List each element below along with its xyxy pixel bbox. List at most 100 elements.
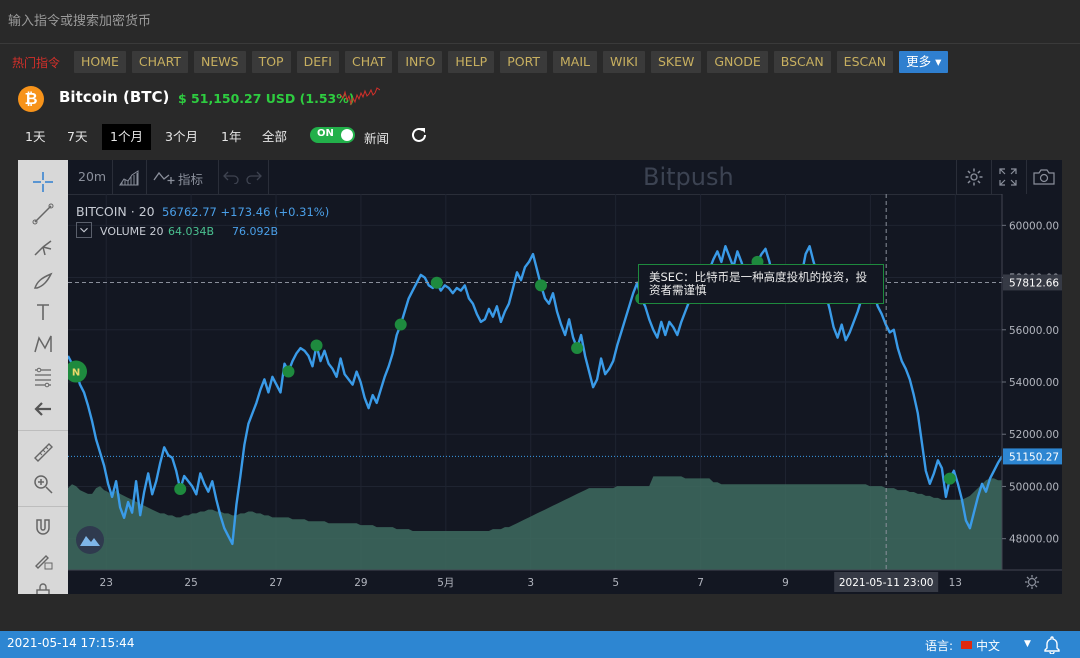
text-tool-icon[interactable] xyxy=(31,300,55,324)
volume-area xyxy=(68,476,1062,570)
chart-top-toolbar: 20m 指标 Bitpush xyxy=(68,160,1062,195)
hot-command-button[interactable]: WIKI xyxy=(603,51,645,73)
crosshair-time-label: 2021-05-11 23:00 xyxy=(839,577,934,589)
refresh-icon[interactable] xyxy=(409,125,429,145)
hot-command-button[interactable]: GNODE xyxy=(707,51,768,73)
hot-command-button[interactable]: MAIL xyxy=(553,51,598,73)
price-chart[interactable]: N60000.0058000.0056000.0054000.0052000.0… xyxy=(68,194,1062,594)
fullscreen-icon[interactable] xyxy=(999,168,1017,186)
hot-command-button[interactable]: INFO xyxy=(398,51,443,73)
news-marker xyxy=(943,472,956,485)
hot-command-button[interactable]: HOME xyxy=(74,51,126,73)
news-label: 新闻 xyxy=(364,131,390,146)
toolbar-separator xyxy=(991,160,992,194)
news-marker xyxy=(535,279,548,292)
news-marker xyxy=(571,342,584,355)
crosshair-price-label: 57812.66 xyxy=(1009,277,1059,289)
hot-command-button[interactable]: SKEW xyxy=(650,51,702,73)
caret-down-icon[interactable]: ▼ xyxy=(1024,639,1031,649)
range-tab[interactable]: 1个月 xyxy=(102,124,151,150)
lock-drawing-icon[interactable] xyxy=(31,548,55,572)
news-marker-label: N xyxy=(72,368,80,379)
toolbar-separator xyxy=(956,160,957,194)
news-marker xyxy=(174,483,187,496)
magnet-icon[interactable] xyxy=(31,516,55,540)
bitcoin-logo-icon: ₿ xyxy=(18,86,44,112)
hot-command-button[interactable]: TOP xyxy=(251,51,291,73)
redo-icon[interactable] xyxy=(246,170,262,184)
toolbar-divider xyxy=(18,506,68,507)
undo-icon[interactable] xyxy=(223,170,239,184)
pitchfork-icon[interactable] xyxy=(31,235,55,259)
axis-settings-icon[interactable] xyxy=(1025,575,1039,589)
news-marker xyxy=(68,360,88,383)
range-tab[interactable]: 1年 xyxy=(221,129,242,144)
interval-selector[interactable]: 20m xyxy=(78,169,107,184)
hot-command-button[interactable]: CHART xyxy=(131,51,189,73)
language-value[interactable]: 中文 xyxy=(976,639,1001,653)
news-marker xyxy=(394,318,407,331)
news-toggle-knob xyxy=(341,129,353,141)
toolbar-separator xyxy=(112,160,113,194)
hot-commands-label: 热门指令 xyxy=(12,56,61,70)
fib-retracement-icon[interactable] xyxy=(31,365,55,389)
hot-command-button[interactable]: HELP xyxy=(448,51,495,73)
range-tab[interactable]: 全部 xyxy=(262,129,288,144)
toolbar-separator xyxy=(1026,160,1027,194)
range-tab[interactable]: 7天 xyxy=(67,129,88,144)
crosshair-icon[interactable] xyxy=(31,170,55,194)
hot-command-button[interactable]: DEFI xyxy=(296,51,339,73)
x-tick-label: 5 xyxy=(612,577,619,589)
toolbar-divider xyxy=(18,430,68,431)
range-tab[interactable]: 3个月 xyxy=(165,129,198,144)
indicators-button[interactable]: 指标 xyxy=(178,172,204,187)
more-commands-button[interactable]: 更多 ▾ xyxy=(899,51,949,73)
volume-value: 64.034B xyxy=(168,225,215,238)
chart-widget: 20m 指标 Bitpush xyxy=(18,160,1062,594)
news-marker xyxy=(282,365,295,378)
last-price-tag xyxy=(1003,448,1062,465)
camera-icon[interactable] xyxy=(1033,169,1055,185)
zoom-in-icon[interactable] xyxy=(31,472,55,496)
hot-command-button[interactable]: NEWS xyxy=(194,51,246,73)
settings-gear-icon[interactable] xyxy=(964,167,984,187)
price-sparkline xyxy=(340,87,380,106)
lock-icon[interactable] xyxy=(31,580,55,594)
status-bar: 2021-05-14 17:15:44 语言: 中文 ▼ xyxy=(0,631,1080,658)
y-tick-label: 56000.00 xyxy=(1009,325,1059,337)
range-tab[interactable]: 1天 xyxy=(25,129,46,144)
hot-command-button[interactable]: ESCAN xyxy=(836,51,894,73)
bell-icon[interactable] xyxy=(1044,636,1060,654)
x-tick-label: 9 xyxy=(782,577,789,589)
hot-command-button[interactable]: BSCAN xyxy=(773,51,831,73)
ruler-icon[interactable] xyxy=(31,440,55,464)
x-tick-label: 7 xyxy=(697,577,704,589)
y-tick-label: 60000.00 xyxy=(1009,220,1059,232)
last-price-label: 51150.27 xyxy=(1009,451,1059,463)
news-toggle[interactable]: ON xyxy=(310,127,355,143)
pattern-icon[interactable] xyxy=(31,332,55,356)
x-tick-label: 23 xyxy=(100,577,113,589)
x-tick-label: 5月 xyxy=(437,577,454,589)
chart-logo-mountain-icon xyxy=(80,536,100,546)
volume-collapse-chevron-icon[interactable] xyxy=(76,222,92,238)
toolbar-separator xyxy=(268,160,269,194)
hot-commands-bar: HOME CHART NEWS TOP DEFI CHAT INFO HELP PORT MAIL… xyxy=(74,51,949,73)
hot-command-button[interactable]: CHAT xyxy=(344,51,393,73)
drawing-toolbar xyxy=(18,160,68,594)
arrow-back-icon[interactable] xyxy=(31,397,55,421)
command-search-input[interactable] xyxy=(0,0,1080,44)
hot-command-button[interactable]: PORT xyxy=(500,51,548,73)
crosshair-price-tag xyxy=(1003,274,1062,291)
volume-label: VOLUME 20 xyxy=(100,225,164,238)
y-tick-label: 50000.00 xyxy=(1009,481,1059,493)
news-marker xyxy=(430,276,443,289)
brush-icon[interactable] xyxy=(31,268,55,292)
status-time: 2021-05-14 17:15:44 xyxy=(7,636,135,650)
chart-type-icon[interactable] xyxy=(119,168,139,186)
bitpush-watermark: Bitpush xyxy=(643,163,734,191)
news-tooltip: 美SEC：比特币是一种高度投机的投资，投资者需谨慎 xyxy=(638,264,884,304)
indicators-icon[interactable] xyxy=(153,169,175,185)
trend-line-icon[interactable] xyxy=(31,202,55,226)
price-line xyxy=(68,245,1004,546)
